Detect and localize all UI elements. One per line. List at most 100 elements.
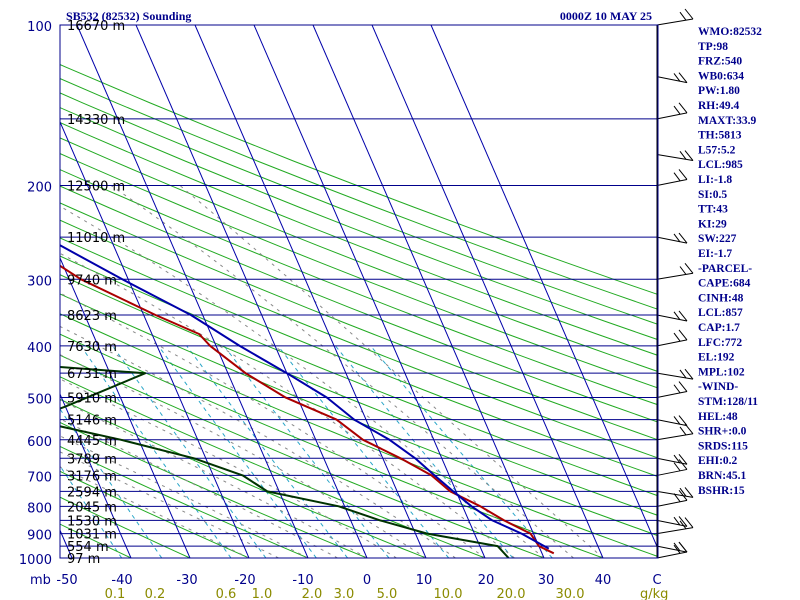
sounding-lines [60, 244, 555, 558]
wind-barb-flag [679, 487, 687, 497]
wind-barb [656, 516, 688, 527]
wind-barb-staff [656, 419, 688, 427]
isotherm-line [430, 25, 658, 551]
index-value: HEL:48 [698, 411, 738, 423]
wind-barb [656, 381, 688, 399]
wind-barb [656, 8, 694, 26]
y-tick-label: 800 [27, 501, 52, 516]
y-tick-label: 500 [27, 393, 52, 408]
wind-barb-flag [673, 384, 681, 394]
height-label: 5146 m [67, 414, 117, 429]
isotherm-line [312, 25, 545, 558]
wind-barb-staff [656, 468, 688, 476]
wind-barb-flag [679, 151, 687, 160]
wind-barbs [656, 8, 694, 559]
wind-barb-flag [678, 169, 688, 180]
wind-barb-flag [678, 381, 688, 392]
mixing-ratio-tick-label: 1.0 [252, 587, 273, 600]
wind-barb-flag [684, 423, 694, 435]
wind-barb-flag [678, 541, 688, 553]
wind-barb [656, 262, 694, 280]
index-value: LFC:772 [698, 337, 742, 349]
index-value: MPL:102 [698, 366, 745, 378]
y-tick-label: 100 [27, 20, 52, 35]
wind-barb-staff [656, 433, 694, 441]
dewpoint-line [60, 365, 510, 558]
mixing-ratio-tick-label: 20.0 [497, 587, 526, 600]
height-label: 11010 m [67, 231, 125, 246]
moist-adiabat-line [60, 205, 545, 558]
wind-barb-flag [678, 102, 688, 114]
index-value: SW:227 [698, 233, 737, 245]
x-tick-label: -10 [292, 573, 313, 588]
mixing-ratio-unit: g/kg [640, 587, 668, 600]
wind-barb-flag [679, 266, 687, 275]
height-label: 16670 m [67, 19, 125, 34]
index-value: EHI:0.2 [698, 455, 738, 467]
wind-barb [656, 459, 688, 476]
y-tick-label: 900 [27, 529, 52, 544]
height-label: 554 m [67, 540, 109, 555]
wind-barb-flag [673, 454, 681, 464]
y-tick-label: 300 [27, 274, 52, 289]
height-label: 2594 m [67, 485, 117, 500]
wind-barb-staff [656, 76, 688, 84]
index-value: TH:5813 [698, 130, 742, 142]
height-label: 1031 m [67, 528, 117, 543]
x-tick-label: 30 [538, 573, 555, 588]
mixing-ratio-tick-label: 3.0 [334, 587, 355, 600]
wind-barb-staff [656, 314, 688, 322]
index-value: EI:-1.7 [698, 248, 732, 260]
isotherm-line [60, 392, 132, 558]
wind-barb-flag [678, 490, 688, 501]
wind-barb-staff [656, 519, 688, 527]
wind-barb-staff [656, 545, 688, 553]
index-value: -WIND- [698, 381, 738, 393]
index-value: -PARCEL- [698, 263, 752, 275]
isotherm-line [253, 25, 486, 558]
index-value: STM:128/11 [698, 396, 758, 408]
y-tick-label: 200 [27, 180, 52, 195]
index-value: KI:29 [698, 218, 727, 230]
chart-title: SB532 (82532) Sounding [66, 9, 191, 23]
height-label: 8623 m [67, 309, 117, 324]
wind-barb [656, 329, 688, 347]
wind-barb-staff [656, 236, 688, 244]
x-tick-label: 20 [478, 573, 495, 588]
wind-barb-staff [656, 272, 694, 280]
parcel-line [60, 244, 550, 550]
wind-barb-flag [684, 517, 694, 528]
index-value: LI:-1.8 [698, 174, 732, 186]
x-tick-label: -30 [176, 573, 197, 588]
isotherm-line [76, 25, 309, 558]
moist-adiabat-line [110, 184, 574, 558]
wind-barb-staff [656, 372, 694, 380]
index-value: LCL:985 [698, 159, 743, 171]
wind-barb [656, 541, 688, 559]
wind-barb-staff [656, 18, 694, 26]
wind-barb [656, 310, 688, 322]
index-value: CAP:1.7 [698, 322, 740, 334]
index-value: WB0:634 [698, 70, 744, 82]
index-value: BSHR:15 [698, 485, 745, 497]
wind-barb [656, 232, 688, 244]
wind-barb-staff [656, 112, 688, 120]
wind-barb-flag [673, 105, 681, 115]
index-value: BRN:45.1 [698, 470, 746, 482]
wind-barb-flag [684, 487, 694, 498]
index-value: WMO:82532 [698, 26, 762, 38]
y-tick-label: 400 [27, 341, 52, 356]
wind-barb-flag [673, 416, 681, 425]
wind-barb-flag [684, 368, 694, 380]
wind-barb-flag [679, 11, 687, 21]
index-value: PW:1.80 [698, 85, 740, 97]
mixing-ratio-tick-label: 0.2 [145, 587, 166, 600]
wind-barb-flag [678, 310, 688, 322]
height-label: 4445 m [67, 434, 117, 449]
moist-adiabat-line [60, 435, 309, 558]
mixing-ratio-tick-label: 10.0 [434, 587, 463, 600]
wind-barb-flag [673, 544, 681, 554]
wind-barb-flag [673, 233, 681, 243]
